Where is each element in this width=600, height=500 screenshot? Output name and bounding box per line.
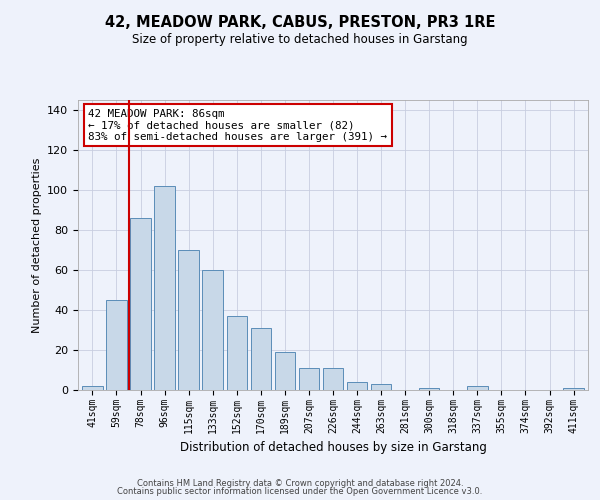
Bar (419, 388, 439, 390)
Bar (227, 316, 247, 390)
Bar (323, 368, 343, 390)
Bar (563, 388, 584, 390)
Bar (347, 382, 367, 390)
Bar (154, 186, 175, 390)
Bar (275, 352, 295, 390)
Text: Contains HM Land Registry data © Crown copyright and database right 2024.: Contains HM Land Registry data © Crown c… (137, 478, 463, 488)
Bar (202, 270, 223, 390)
Bar (371, 384, 391, 390)
Bar (130, 218, 151, 390)
X-axis label: Distribution of detached houses by size in Garstang: Distribution of detached houses by size … (179, 441, 487, 454)
Bar (299, 368, 319, 390)
Text: Contains public sector information licensed under the Open Government Licence v3: Contains public sector information licen… (118, 487, 482, 496)
Bar (178, 250, 199, 390)
Bar (106, 300, 127, 390)
Bar (82, 386, 103, 390)
Text: 42, MEADOW PARK, CABUS, PRESTON, PR3 1RE: 42, MEADOW PARK, CABUS, PRESTON, PR3 1RE (105, 15, 495, 30)
Y-axis label: Number of detached properties: Number of detached properties (32, 158, 41, 332)
Text: 42 MEADOW PARK: 86sqm
← 17% of detached houses are smaller (82)
83% of semi-deta: 42 MEADOW PARK: 86sqm ← 17% of detached … (88, 108, 387, 142)
Text: Size of property relative to detached houses in Garstang: Size of property relative to detached ho… (132, 32, 468, 46)
Bar (251, 328, 271, 390)
Bar (467, 386, 488, 390)
